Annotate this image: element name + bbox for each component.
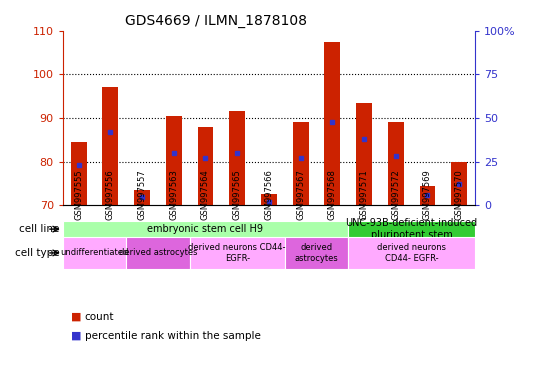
- Text: GSM997572: GSM997572: [391, 170, 400, 220]
- Text: derived
astrocytes: derived astrocytes: [295, 243, 339, 263]
- Bar: [126, 237, 189, 269]
- Bar: [356, 103, 372, 205]
- Bar: [261, 194, 277, 205]
- Bar: [134, 190, 150, 205]
- Text: GSM997567: GSM997567: [296, 169, 305, 220]
- Text: GSM997556: GSM997556: [106, 170, 115, 220]
- Text: derived neurons CD44-
EGFR-: derived neurons CD44- EGFR-: [188, 243, 286, 263]
- Text: GSM997566: GSM997566: [264, 169, 274, 220]
- Text: GSM997557: GSM997557: [138, 170, 146, 220]
- Bar: [63, 237, 126, 269]
- Bar: [388, 122, 403, 205]
- Text: embryonic stem cell H9: embryonic stem cell H9: [147, 224, 264, 234]
- Text: GSM997568: GSM997568: [328, 169, 337, 220]
- Text: ■: ■: [71, 331, 81, 341]
- Text: GSM997563: GSM997563: [169, 169, 179, 220]
- Bar: [198, 127, 213, 205]
- Text: cell line: cell line: [19, 224, 60, 234]
- Text: GSM997569: GSM997569: [423, 170, 432, 220]
- Bar: [348, 221, 475, 237]
- Text: cell type: cell type: [15, 248, 60, 258]
- Bar: [419, 186, 435, 205]
- Bar: [285, 237, 348, 269]
- Text: UNC-93B-deficient-induced
pluripotent stem: UNC-93B-deficient-induced pluripotent st…: [346, 218, 478, 240]
- Bar: [451, 162, 467, 205]
- Text: percentile rank within the sample: percentile rank within the sample: [85, 331, 260, 341]
- Text: count: count: [85, 312, 114, 322]
- Text: GSM997570: GSM997570: [455, 170, 464, 220]
- Text: derived neurons
CD44- EGFR-: derived neurons CD44- EGFR-: [377, 243, 446, 263]
- Bar: [229, 111, 245, 205]
- Bar: [324, 41, 340, 205]
- Text: GSM997571: GSM997571: [359, 170, 369, 220]
- Bar: [71, 142, 87, 205]
- Bar: [189, 237, 285, 269]
- Bar: [63, 221, 348, 237]
- Bar: [166, 116, 182, 205]
- Text: GDS4669 / ILMN_1878108: GDS4669 / ILMN_1878108: [124, 14, 307, 28]
- Text: undifferentiated: undifferentiated: [60, 248, 129, 257]
- Bar: [293, 122, 308, 205]
- Bar: [348, 237, 475, 269]
- Bar: [103, 88, 118, 205]
- Text: GSM997555: GSM997555: [74, 170, 83, 220]
- Text: derived astrocytes: derived astrocytes: [118, 248, 197, 257]
- Text: GSM997564: GSM997564: [201, 170, 210, 220]
- Text: GSM997565: GSM997565: [233, 170, 242, 220]
- Text: ■: ■: [71, 312, 81, 322]
